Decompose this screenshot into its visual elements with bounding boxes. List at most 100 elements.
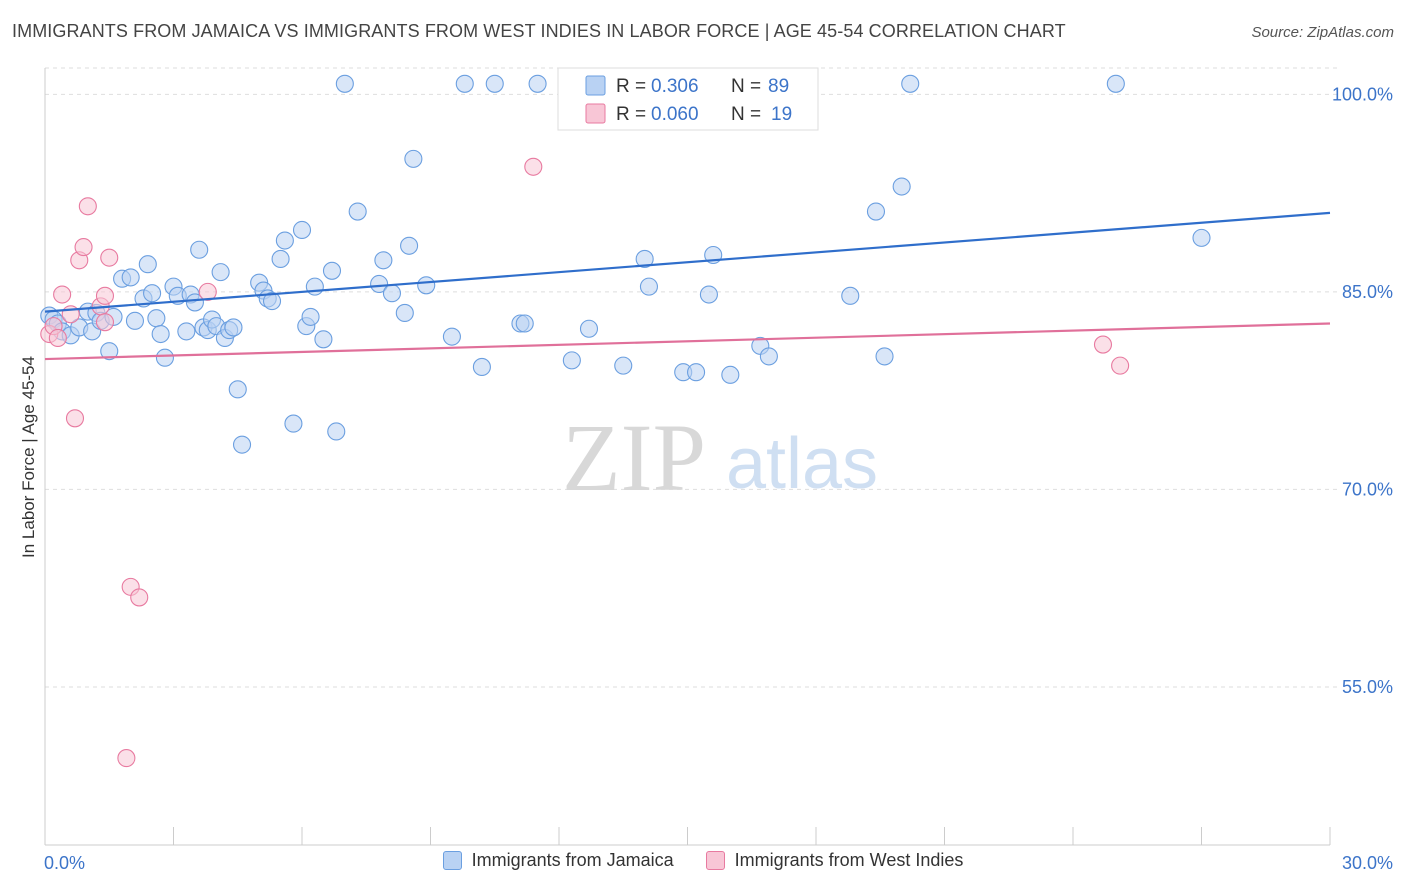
source-label: Source: ZipAtlas.com: [1251, 24, 1394, 41]
jamaica-point: [322, 261, 342, 280]
westindies-point: [74, 238, 93, 257]
y-axis-label: In Labor Force | Age 45-54: [19, 356, 38, 558]
jamaica-point: [190, 240, 209, 259]
jamaica-point: [262, 292, 282, 311]
data-points: [40, 74, 1211, 768]
jamaica-trend-line: [44, 211, 1331, 313]
legend-label-jamaica: Immigrants from Jamaica: [471, 850, 674, 870]
jamaica-point: [639, 277, 659, 296]
jamaica-point: [382, 284, 402, 303]
westindies-trend-line: [44, 322, 1331, 361]
jamaica-point: [301, 307, 320, 326]
jamaica-point: [348, 202, 367, 221]
westindies-point: [65, 409, 85, 428]
westindies-point: [1111, 356, 1130, 375]
jamaica-point: [841, 286, 860, 305]
jamaica-point: [395, 303, 414, 323]
jamaica-point: [305, 277, 324, 296]
jamaica-point: [892, 177, 911, 196]
x-tick-labels: 0.0% 30.0%: [44, 853, 1393, 873]
jamaica-point: [224, 318, 243, 337]
legend-item-jamaica: Immigrants from Jamaica: [442, 850, 674, 871]
westindies-point: [48, 328, 67, 348]
stats-legend: R = 0.306 N = 89 R = 0.060 N = 19: [557, 67, 819, 131]
stats-n-label: N =: [731, 76, 761, 97]
watermark-atlas: atlas: [726, 424, 878, 504]
jamaica-point: [875, 347, 894, 366]
jamaica-point: [687, 363, 706, 382]
jamaica-point: [177, 322, 196, 341]
y-tick-label: 85.0%: [1342, 282, 1393, 302]
stats-n-label: N =: [731, 104, 761, 125]
legend-item-westindies: Immigrants from West Indies: [705, 850, 964, 871]
westindies-point: [198, 282, 217, 301]
x-tick-label: 0.0%: [44, 853, 85, 873]
jamaica-point: [635, 249, 654, 269]
jamaica-point: [562, 351, 581, 370]
series-legend: Immigrants from Jamaica Immigrants from …: [0, 850, 1406, 871]
legend-swatch-jamaica: [442, 851, 462, 870]
jamaica-point: [404, 149, 423, 168]
watermark-zip: ZIP: [562, 404, 706, 511]
legend-swatch-westindies: [705, 851, 725, 870]
y-tick-labels: 55.0% 70.0% 85.0% 100.0%: [1332, 84, 1393, 697]
stats-r-label: R =: [616, 104, 646, 125]
stats-swatch-jamaica: [585, 75, 606, 96]
westindies-point: [1093, 335, 1113, 354]
stats-r-value: 0.306: [651, 76, 699, 97]
y-tick-label: 100.0%: [1332, 84, 1393, 104]
jamaica-point: [211, 263, 230, 282]
jamaica-point: [485, 74, 504, 93]
legend-label-westindies: Immigrants from West Indies: [734, 850, 964, 870]
jamaica-point: [147, 309, 166, 328]
westindies-point: [95, 313, 115, 332]
westindies-point: [524, 157, 543, 176]
jamaica-point: [314, 330, 333, 349]
jamaica-point: [759, 347, 778, 366]
x-tick-label: 30.0%: [1342, 853, 1393, 873]
jamaica-point: [327, 422, 346, 441]
y-tick-label: 55.0%: [1342, 677, 1393, 697]
westindies-point: [130, 588, 149, 607]
jamaica-point: [455, 74, 474, 93]
jamaica-point: [370, 274, 389, 294]
westindies-point: [100, 248, 119, 267]
stats-r-label: R =: [616, 76, 646, 97]
jamaica-point: [335, 74, 354, 93]
jamaica-point: [143, 284, 162, 303]
jamaica-point: [271, 249, 290, 269]
jamaica-point: [138, 255, 157, 274]
jamaica-point: [866, 202, 886, 221]
jamaica-point: [515, 314, 534, 333]
trend-lines: [44, 211, 1331, 361]
jamaica-point: [121, 268, 140, 287]
stats-swatch-westindies: [585, 103, 606, 124]
stats-n-value: 19: [771, 104, 792, 125]
westindies-point: [95, 286, 115, 305]
jamaica-point: [417, 276, 436, 295]
jamaica-point: [155, 348, 174, 367]
jamaica-point: [292, 220, 312, 240]
jamaica-point: [185, 293, 204, 312]
jamaica-point: [275, 231, 294, 250]
jamaica-point: [442, 327, 461, 346]
jamaica-point: [232, 435, 252, 454]
jamaica-point: [228, 380, 247, 399]
chart-title: IMMIGRANTS FROM JAMAICA VS IMMIGRANTS FR…: [12, 21, 1066, 41]
jamaica-point: [284, 414, 303, 433]
jamaica-point: [1192, 228, 1211, 247]
westindies-point: [78, 197, 97, 216]
jamaica-point: [721, 365, 740, 384]
jamaica-point: [699, 285, 718, 304]
jamaica-point: [614, 356, 633, 375]
jamaica-point: [901, 74, 920, 93]
westindies-point: [117, 749, 136, 768]
jamaica-point: [125, 311, 144, 330]
westindies-point: [53, 285, 72, 304]
jamaica-point: [400, 236, 419, 255]
jamaica-point: [1106, 74, 1125, 93]
jamaica-point: [100, 342, 119, 361]
y-tick-label: 70.0%: [1342, 479, 1393, 499]
jamaica-point: [528, 74, 547, 93]
